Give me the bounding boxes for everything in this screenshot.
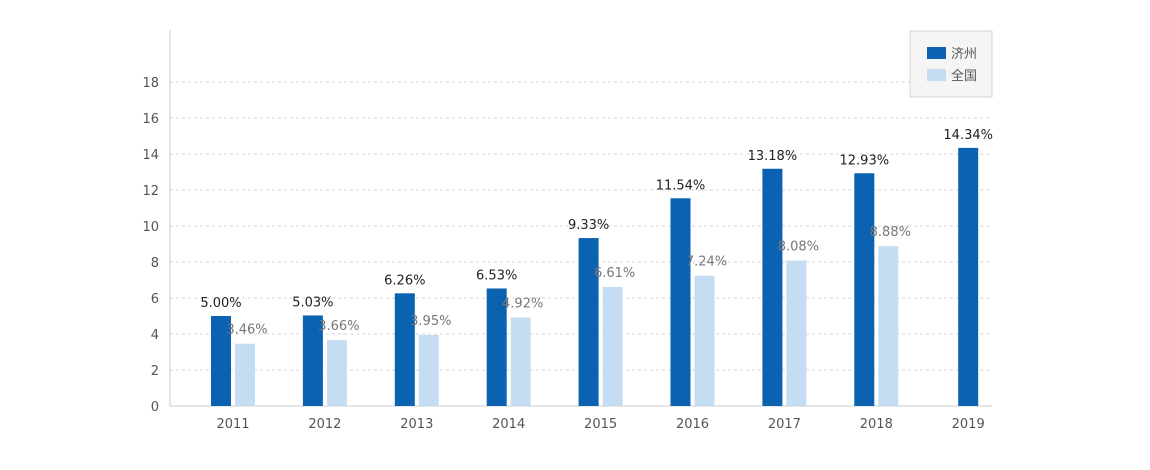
y-tick-label: 4: [151, 328, 159, 343]
data-label-jeju-2019: 14.34%: [943, 128, 993, 143]
data-label-jeju-2016: 11.54%: [656, 178, 706, 193]
bar-jeju-2013: [394, 293, 415, 406]
data-label-national-2018: 8.88%: [870, 225, 911, 240]
bar-jeju-2018: [854, 173, 875, 406]
bar-jeju-2014: [486, 288, 507, 406]
x-tick-label-2019: 2019: [952, 417, 985, 432]
bar-jeju-2012: [302, 315, 323, 406]
y-axis-ticks: 0 2 4 6 8 10 12 14 16 18: [142, 76, 159, 415]
bar-jeju-2019: [958, 147, 979, 406]
bar-jeju-2015: [578, 238, 599, 406]
data-label-national-2016: 7.24%: [686, 255, 727, 270]
bar-national-2011: [235, 343, 255, 406]
x-tick-label-2016: 2016: [676, 417, 709, 432]
legend-label-jeju: 济州: [951, 47, 977, 62]
y-tick-label: 18: [142, 76, 159, 91]
data-label-national-2015: 6.61%: [594, 266, 635, 281]
bar-national-2012: [326, 340, 347, 406]
data-label-jeju-2018: 12.93%: [840, 153, 890, 168]
y-tick-label: 2: [151, 364, 159, 379]
data-label-national-2017: 8.08%: [778, 240, 819, 255]
data-label-jeju-2013: 6.26%: [384, 273, 425, 288]
legend: 济州 全国: [909, 30, 993, 98]
bar-national-2017: [786, 260, 807, 406]
data-label-jeju-2017: 13.18%: [748, 149, 798, 164]
data-label-national-2014: 4.92%: [502, 296, 543, 311]
data-label-national-2011: 3.46%: [226, 323, 267, 338]
data-label-national-2013: 3.95%: [410, 314, 451, 329]
x-tick-label-2015: 2015: [584, 417, 617, 432]
y-tick-label: 6: [151, 292, 159, 307]
bar-national-2014: [510, 317, 531, 406]
bar-jeju-2017: [762, 168, 783, 406]
y-tick-label: 12: [142, 184, 159, 199]
bar-jeju-2011: [211, 316, 231, 406]
x-tick-label-2012: 2012: [308, 417, 341, 432]
x-tick-label-2018: 2018: [860, 417, 893, 432]
bar-national-2013: [418, 334, 439, 406]
data-label-jeju-2011: 5.00%: [200, 296, 241, 311]
bar-jeju-2016: [670, 198, 691, 406]
data-label-jeju-2015: 9.33%: [568, 218, 609, 233]
x-tick-label-2014: 2014: [492, 417, 525, 432]
data-labels: 5.00% 3.46% 5.03% 3.66% 6.26% 3.95% 6.53% 4.92%…: [200, 128, 993, 338]
x-axis-ticks: 2011 2012 2013 2014 2015 2016 2017 2018 2019: [216, 417, 984, 432]
y-tick-label: 8: [151, 256, 159, 271]
bar-national-2015: [602, 287, 623, 406]
legend-label-national: 全国: [951, 68, 977, 84]
legend-box: [909, 30, 993, 98]
x-tick-label-2013: 2013: [400, 417, 433, 432]
y-tick-label: 14: [142, 148, 159, 163]
legend-swatch-national: [927, 69, 946, 81]
x-tick-label-2017: 2017: [768, 417, 801, 432]
bar-national-2018: [878, 246, 899, 406]
data-label-jeju-2012: 5.03%: [292, 295, 333, 310]
x-tick-label-2011: 2011: [216, 417, 249, 432]
data-label-national-2012: 3.66%: [318, 319, 359, 334]
legend-swatch-jeju: [927, 47, 946, 59]
y-tick-label: 0: [151, 400, 159, 415]
y-tick-label: 10: [142, 220, 159, 235]
data-label-jeju-2014: 6.53%: [476, 268, 517, 283]
bar-national-2016: [694, 275, 715, 406]
y-tick-label: 16: [142, 112, 159, 127]
bars: [211, 147, 979, 406]
